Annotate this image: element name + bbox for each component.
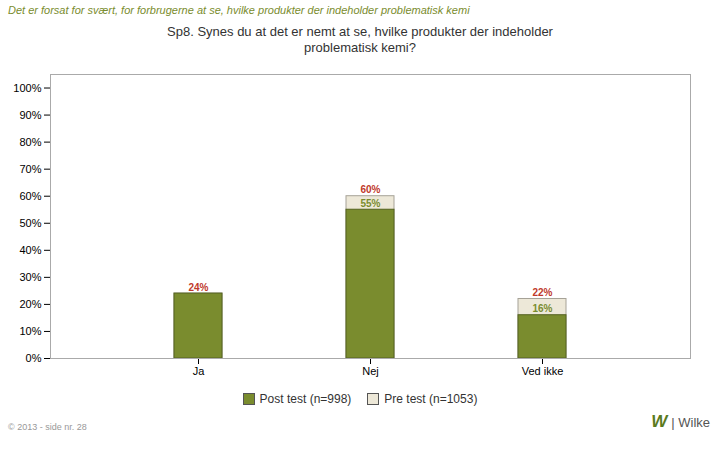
html-text:Post test (n=998): Post test (n=998) (259, 392, 352, 406)
svg-text:60%: 60% (19, 190, 41, 202)
svg-text:50%: 50% (19, 217, 41, 229)
svg-text:60%: 60% (360, 184, 380, 195)
html-text:Pre test (n=1053): Pre test (n=1053) (384, 392, 478, 406)
svg-text:90%: 90% (19, 109, 41, 121)
html-text:W | Wilke: W | Wilke (651, 412, 710, 431)
html-text:Det er forsat for svært, for f: Det er forsat for svært, for forbrugerne… (8, 4, 470, 16)
svg-text:55%: 55% (360, 198, 380, 209)
svg-text:100%: 100% (13, 82, 41, 94)
svg-text:Ja: Ja (193, 365, 206, 377)
svg-text:Nej: Nej (362, 365, 379, 377)
svg-text:24%: 24% (188, 282, 208, 293)
html-text:Sp8. Synes du at det er nemt a: Sp8. Synes du at det er nemt at se, hvil… (167, 24, 553, 55)
svg-text:40%: 40% (19, 244, 41, 256)
svg-text:0%: 0% (26, 352, 42, 364)
svg-text:30%: 30% (19, 271, 41, 283)
svg-text:Ved ikke: Ved ikke (522, 365, 564, 377)
svg-text:22%: 22% (532, 287, 552, 298)
svg-text:16%: 16% (532, 303, 552, 314)
svg-text:80%: 80% (19, 136, 41, 148)
svg-text:70%: 70% (19, 163, 41, 175)
html-text:© 2013 - side nr. 28: © 2013 - side nr. 28 (8, 422, 87, 432)
svg-text:20%: 20% (19, 298, 41, 310)
svg-text:10%: 10% (19, 325, 41, 337)
